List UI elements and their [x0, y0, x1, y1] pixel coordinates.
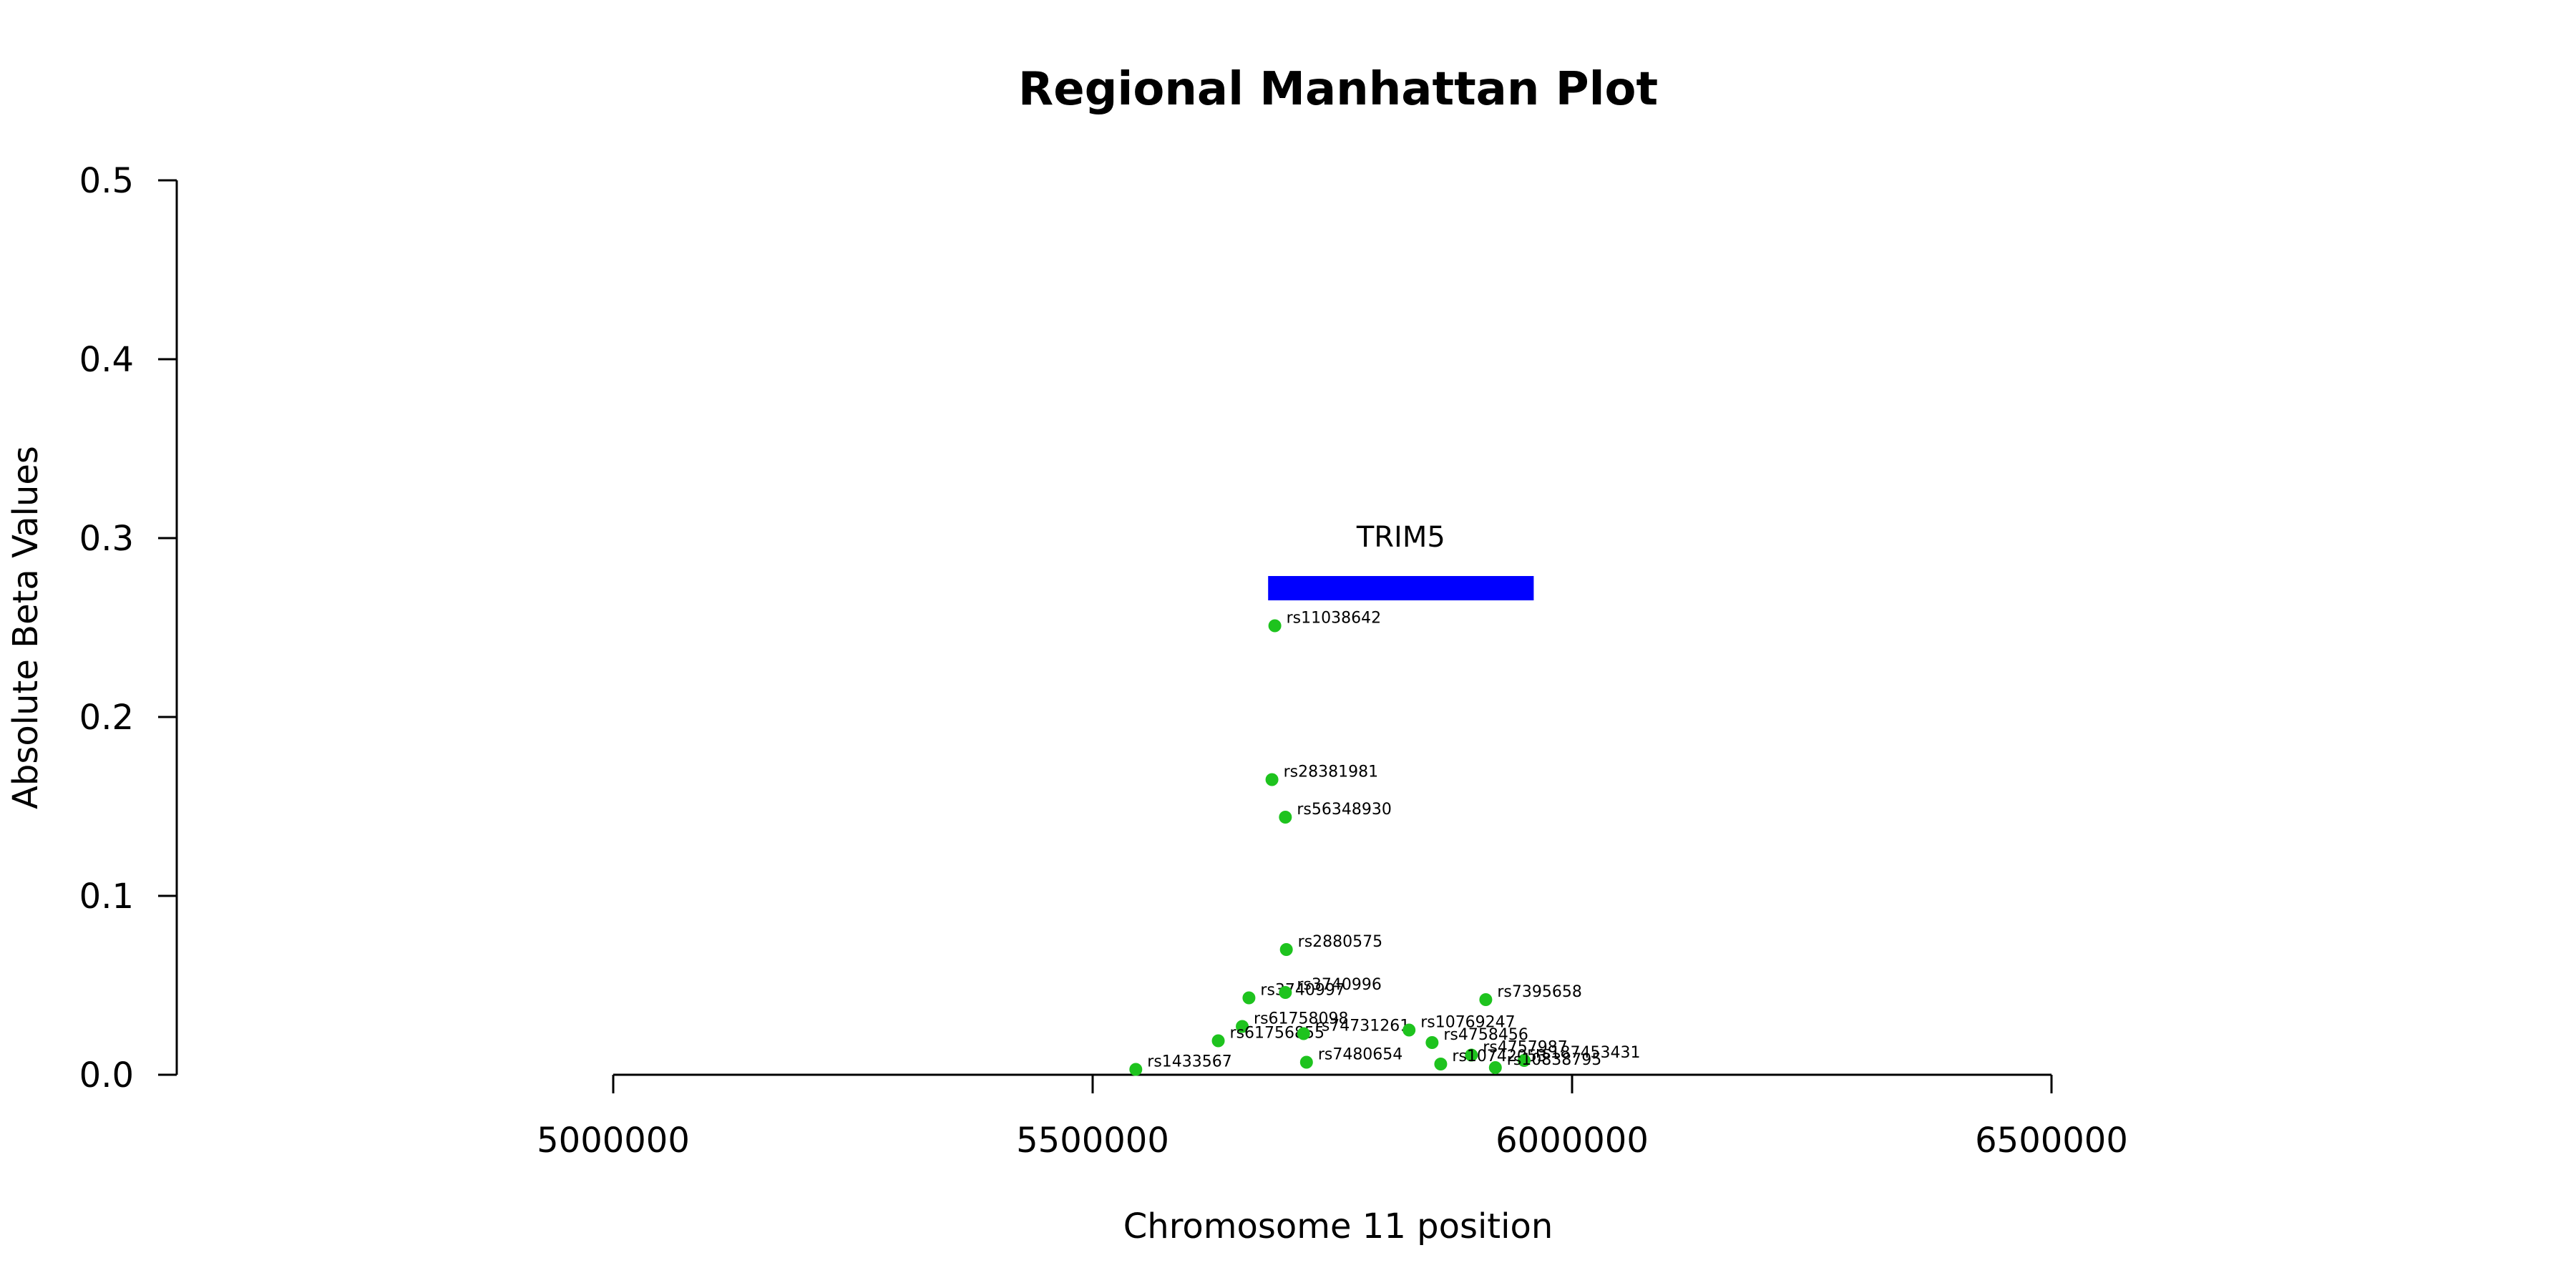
snp-label: rs10769247	[1420, 1014, 1515, 1032]
snp-label: rs61756855	[1230, 1025, 1324, 1043]
y-tick-label: 0.4	[79, 340, 134, 380]
snp-point	[1211, 1034, 1225, 1048]
snp-point	[1299, 1055, 1313, 1069]
x-tick-label: 6500000	[1975, 1121, 2128, 1161]
snp-point	[1265, 773, 1279, 786]
snp-label: rs74731261	[1315, 1018, 1410, 1035]
snp-label: rs10838795	[1507, 1051, 1601, 1069]
snp-point	[1488, 1061, 1502, 1074]
snp-point	[1297, 1027, 1310, 1040]
snp-point	[1268, 619, 1282, 633]
x-axis-label: Chromosome 11 position	[1123, 1206, 1553, 1246]
y-tick-label: 0.2	[79, 698, 134, 738]
y-axis-label: Absolute Beta Values	[6, 446, 46, 809]
x-tick-label: 5000000	[537, 1121, 690, 1161]
snp-label: rs3740997	[1260, 982, 1345, 1000]
snp-label: rs4758456	[1443, 1026, 1528, 1044]
snp-point	[1236, 1020, 1249, 1033]
snp-label: rs61758098	[1254, 1010, 1348, 1028]
y-tick-label: 0.5	[79, 161, 134, 201]
gene-label: TRIM5	[1356, 521, 1445, 554]
snp-label: rs7480654	[1318, 1046, 1403, 1064]
snp-point	[1425, 1036, 1439, 1049]
y-tick-label: 0.3	[79, 519, 134, 559]
gene-bar	[1268, 576, 1534, 600]
snp-point	[1465, 1048, 1478, 1062]
snp-label: rs4757987	[1483, 1039, 1568, 1057]
snp-label: rs1433567	[1147, 1053, 1232, 1071]
snp-label: rs2880575	[1298, 933, 1383, 951]
snp-point	[1279, 811, 1292, 824]
y-axis: 0.0 0.1 0.2 0.3 0.4 0.5	[79, 161, 178, 1096]
y-tick-label: 0.1	[79, 877, 134, 917]
gene-layer: TRIM5	[1268, 521, 1534, 600]
snp-point	[1518, 1054, 1531, 1067]
snp-point	[1242, 991, 1256, 1005]
x-tick-label: 6000000	[1496, 1121, 1649, 1161]
snp-label: rs56348930	[1297, 801, 1391, 819]
snp-label: rs3740996	[1297, 976, 1382, 994]
x-axis: 5000000 5500000 6000000 6500000	[537, 1073, 2128, 1161]
snp-label: rs11038642	[1287, 610, 1381, 628]
snp-point	[1279, 986, 1292, 999]
snp-point	[1402, 1023, 1416, 1037]
snp-point	[1479, 993, 1493, 1006]
snp-point	[1129, 1063, 1143, 1076]
snp-point	[1279, 943, 1293, 956]
snp-label: rs28381981	[1284, 763, 1378, 781]
snp-label: rs187453431	[1536, 1044, 1640, 1062]
snp-point	[1434, 1058, 1448, 1070]
snp-label: rs7395658	[1497, 983, 1582, 1001]
snp-label: rs10742053	[1452, 1048, 1546, 1065]
x-tick-label: 5500000	[1016, 1121, 1169, 1161]
chart-title: Regional Manhattan Plot	[1018, 63, 1658, 116]
points-layer: rs11038642 rs28381981 rs56348930 rs2880575 r…	[1129, 610, 1640, 1076]
y-tick-label: 0.0	[79, 1055, 134, 1096]
